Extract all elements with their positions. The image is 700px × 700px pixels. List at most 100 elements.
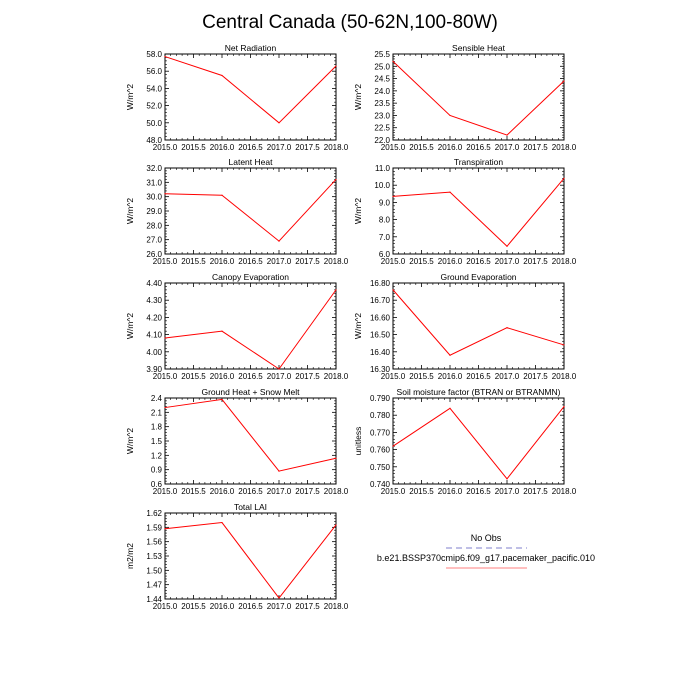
data-point: [278, 240, 280, 242]
data-point: [164, 55, 166, 58]
y-axis-label: W/m^2: [353, 198, 363, 224]
data-point: [392, 195, 394, 197]
chart-panel: Canopy Evaporation 2015.0 2015.5 2016.0 2016…: [125, 272, 349, 381]
x-tick-label: 2015.5: [181, 487, 206, 496]
y-tick-label: 6.0: [379, 250, 391, 259]
plot-frame: [392, 282, 565, 370]
data-point: [392, 289, 394, 291]
series-line: [164, 398, 337, 472]
y-tick-label: 4.00: [146, 348, 162, 357]
x-tick-label: 2017.5: [295, 602, 320, 611]
data-point: [278, 470, 280, 472]
x-tick-label: 2018.0: [324, 257, 349, 266]
legend-model-label: b.e21.BSSP370cmip6.f09_g17.pacemaker_pac…: [377, 553, 595, 563]
series-line: [392, 406, 565, 480]
x-tick-label: 2018.0: [324, 372, 349, 381]
plot-frame: [164, 53, 337, 141]
series-line: [392, 61, 565, 136]
y-tick-label: 22.0: [374, 136, 390, 145]
x-tick-label: 2018.0: [324, 487, 349, 496]
x-tick-label: 2016.5: [238, 372, 263, 381]
x-tick-label: 2017.0: [495, 487, 520, 496]
y-tick-label: 8.0: [379, 216, 391, 225]
chart-panel: Latent Heat 2015.0 2015.5 2016.0 2016.5 2017.…: [125, 157, 349, 266]
x-tick-label: 2016.0: [210, 257, 235, 266]
data-point: [335, 524, 337, 526]
y-tick-label: 1.47: [146, 581, 162, 590]
y-tick-label: 32.0: [146, 164, 162, 173]
series-line: [164, 289, 337, 370]
x-tick-label: 2015.0: [153, 487, 178, 496]
data-point: [449, 114, 451, 117]
y-tick-label: 4.20: [146, 313, 162, 322]
y-tick-label: 4.10: [146, 331, 162, 340]
chart-panel: Sensible Heat 2015.0 2015.5 2016.0 2016.5 201…: [353, 43, 577, 152]
x-tick-label: 2018.0: [324, 602, 349, 611]
data-point: [563, 80, 565, 82]
x-tick-label: 2016.5: [238, 487, 263, 496]
x-tick-label: 2016.5: [238, 257, 263, 266]
x-tick-label: 2018.0: [324, 143, 349, 152]
y-tick-label: 31.0: [146, 178, 162, 187]
x-tick-label: 2017.5: [295, 257, 320, 266]
y-tick-label: 16.80: [370, 279, 391, 288]
x-tick-label: 2016.5: [466, 487, 491, 496]
x-tick-label: 2018.0: [552, 487, 577, 496]
series-line: [164, 522, 337, 599]
legend-obs-label: No Obs: [471, 533, 502, 543]
y-tick-label: 1.44: [146, 595, 162, 604]
x-tick-label: 2016.5: [466, 143, 491, 152]
y-tick-label: 1.8: [151, 423, 163, 432]
y-tick-label: 25.5: [374, 50, 390, 59]
y-tick-label: 27.0: [146, 236, 162, 245]
y-tick-label: 16.50: [370, 331, 391, 340]
x-tick-label: 2016.5: [238, 602, 263, 611]
data-point: [221, 398, 223, 401]
x-tick-label: 2017.0: [267, 143, 292, 152]
y-tick-label: 48.0: [146, 136, 162, 145]
y-tick-label: 23.5: [374, 99, 390, 108]
y-axis-label: W/m^2: [353, 313, 363, 339]
y-tick-label: 24.5: [374, 75, 390, 84]
plot-frame: [164, 167, 337, 255]
x-tick-label: 2015.5: [409, 487, 434, 496]
panel-title: Net Radiation: [225, 43, 277, 53]
y-tick-label: 0.750: [370, 463, 391, 472]
panel-title: Transpiration: [454, 157, 504, 167]
series-line: [164, 179, 337, 242]
y-tick-label: 2.1: [151, 408, 163, 417]
chart-panel: Ground Heat + Snow Melt 2015.0 2015.5 2016.…: [125, 387, 349, 496]
data-point: [335, 457, 337, 459]
y-tick-label: 50.0: [146, 119, 162, 128]
x-tick-label: 2016.0: [438, 143, 463, 152]
x-tick-label: 2016.0: [438, 257, 463, 266]
x-tick-label: 2015.5: [409, 372, 434, 381]
data-point: [164, 337, 166, 339]
y-axis-label: W/m^2: [125, 428, 135, 454]
chart-panel: Ground Evaporation 2015.0 2015.5 2016.0 2016…: [353, 272, 577, 381]
data-point: [506, 245, 508, 247]
data-point: [449, 407, 451, 409]
x-tick-label: 2016.5: [466, 372, 491, 381]
x-tick-label: 2015.0: [381, 143, 406, 152]
data-point: [506, 327, 508, 329]
x-tick-label: 2017.0: [267, 257, 292, 266]
x-tick-label: 2015.0: [381, 257, 406, 266]
data-point: [164, 406, 166, 409]
y-tick-label: 4.30: [146, 296, 162, 305]
y-axis-label: W/m^2: [125, 198, 135, 224]
x-tick-label: 2017.5: [295, 487, 320, 496]
x-tick-label: 2016.0: [210, 372, 235, 381]
data-point: [335, 178, 337, 181]
x-tick-label: 2016.0: [210, 602, 235, 611]
x-tick-label: 2017.0: [267, 602, 292, 611]
data-point: [563, 406, 565, 408]
x-tick-label: 2016.5: [466, 257, 491, 266]
x-tick-label: 2015.0: [381, 487, 406, 496]
y-tick-label: 22.5: [374, 124, 390, 133]
panel-title: Ground Evaporation: [440, 272, 516, 282]
y-tick-label: 24.0: [374, 87, 390, 96]
y-tick-label: 2.4: [151, 394, 163, 403]
